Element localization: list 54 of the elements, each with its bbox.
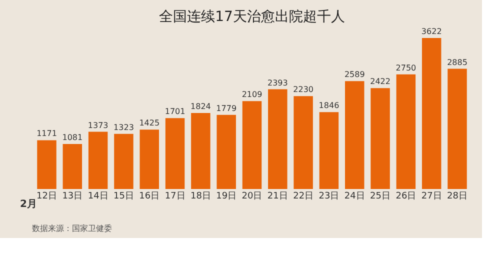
text: 2月 — [20, 199, 37, 210]
bar — [345, 81, 364, 189]
bar — [114, 134, 134, 189]
bar — [319, 112, 339, 189]
bar — [216, 114, 236, 189]
x-tick-label: 13日 — [62, 192, 83, 202]
x-tick-label: 27日 — [421, 192, 442, 202]
data-label: 2230 — [293, 85, 314, 94]
bar — [191, 112, 210, 189]
x-tick-label: 14日 — [88, 192, 108, 202]
data-label: 2393 — [267, 78, 288, 88]
x-tick-label: 23日 — [318, 192, 340, 202]
x-tick-label: 25日 — [370, 192, 391, 202]
data-label: 2589 — [344, 70, 365, 80]
data-label: 3622 — [421, 27, 442, 36]
x-tick-label: 15日 — [113, 192, 134, 202]
data-label: 1323 — [114, 122, 134, 132]
bar — [242, 101, 262, 189]
x-tick-label: 12日 — [36, 192, 57, 202]
data-label: 1425 — [139, 118, 160, 128]
x-tick-label: 22日 — [293, 192, 314, 202]
bar — [422, 38, 442, 189]
bar — [37, 140, 56, 189]
bar — [294, 96, 313, 189]
bar — [396, 74, 416, 189]
bar — [268, 89, 288, 189]
bar — [370, 88, 390, 189]
x-tick-label: 20日 — [242, 192, 262, 202]
data-label: 2422 — [370, 77, 390, 86]
bar — [88, 132, 108, 189]
data-label: 1701 — [164, 107, 186, 116]
bar — [448, 68, 467, 189]
x-tick-label: 17日 — [164, 192, 186, 202]
data-label: 1081 — [62, 132, 83, 142]
x-tick-label: 18日 — [190, 192, 211, 202]
x-tick-label: 19日 — [216, 192, 237, 202]
bar — [62, 144, 82, 189]
data-label: 2885 — [447, 58, 468, 67]
x-tick-label: 21日 — [267, 192, 288, 202]
bar — [165, 118, 185, 189]
x-tick-label: 16日 — [139, 192, 160, 202]
data-label: 1373 — [88, 120, 108, 130]
data-label: 1779 — [216, 104, 237, 113]
data-label: 1824 — [190, 102, 211, 111]
bar — [140, 130, 159, 189]
data-label: 2750 — [396, 63, 416, 72]
x-tick-label: 24日 — [344, 192, 365, 202]
x-tick-label: 28日 — [447, 192, 468, 202]
x-tick-label: 26日 — [396, 192, 416, 202]
data-label: 2109 — [242, 90, 262, 100]
source-note: 数据来源：国家卫健委 — [32, 224, 112, 233]
data-label: 1846 — [318, 101, 340, 110]
data-label: 1171 — [36, 129, 57, 138]
chart-title: 全国连续17天治愈出院超千人 — [159, 9, 345, 26]
